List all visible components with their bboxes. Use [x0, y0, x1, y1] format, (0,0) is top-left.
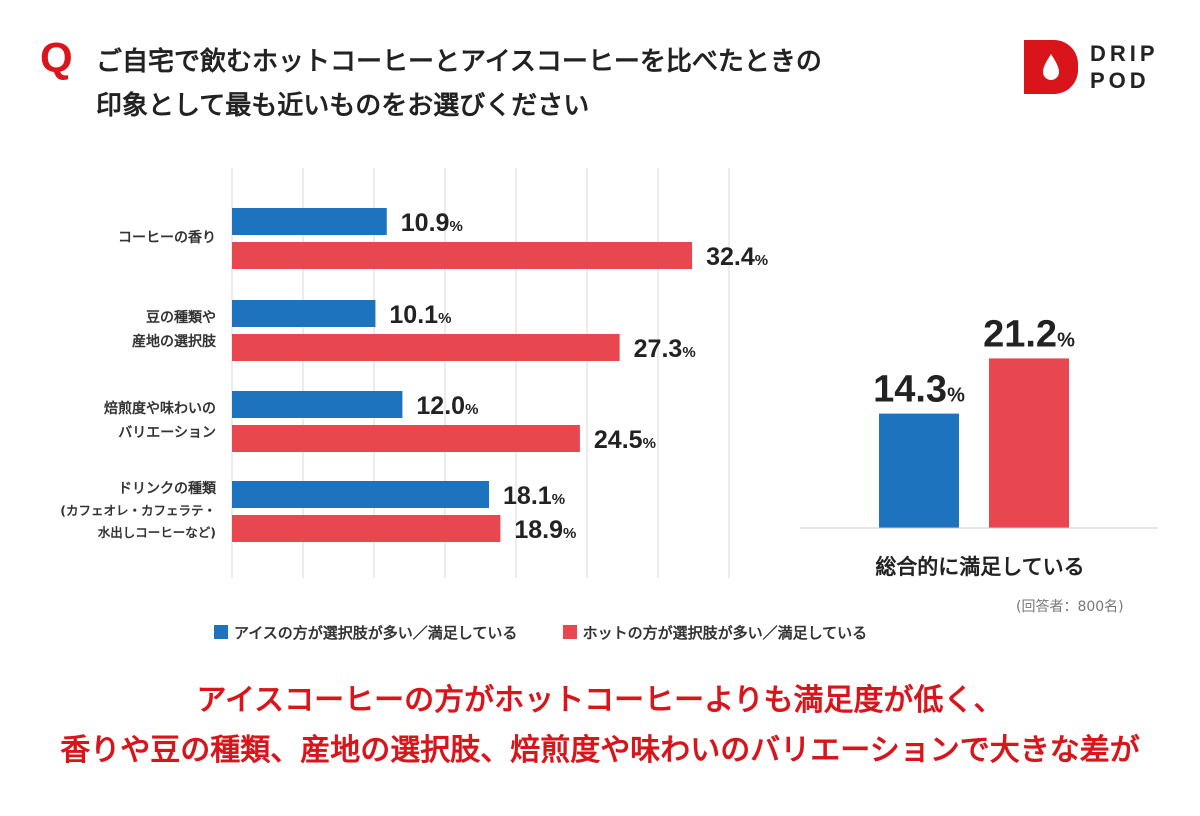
category-label: コーヒーの香り: [118, 229, 216, 246]
bar-ice: [879, 413, 959, 528]
category-label: (カフェオレ・カフェラテ・: [60, 503, 216, 518]
logo-text: DRIP POD: [1090, 40, 1159, 94]
logo-line-2: POD: [1090, 68, 1150, 93]
category-label: 総合的に満足している: [875, 555, 1084, 579]
value-label: 24.5%: [594, 426, 656, 454]
bar-hot: [232, 425, 580, 452]
legend-item-hot: ホットの方が選択肢が多い／満足している: [562, 622, 868, 643]
value-label: 21.2%: [983, 313, 1075, 355]
legend-item-ice: アイスの方が選択肢が多い／満足している: [214, 622, 517, 643]
legend: アイスの方が選択肢が多い／満足している ホットの方が選択肢が多い／満足している: [214, 622, 907, 643]
bar-hot: [989, 358, 1069, 528]
category-label: 水出しコーヒーなど): [98, 525, 216, 540]
conclusion: アイスコーヒーの方がホットコーヒーよりも満足度が低く、 香りや豆の種類、産地の選…: [0, 676, 1200, 776]
value-label: 14.3%: [873, 369, 965, 411]
logo-line-1: DRIP: [1090, 41, 1159, 66]
bars: [232, 208, 693, 542]
vertical-bar-chart: 14.3% 21.2% 総合的に満足している: [800, 313, 1158, 579]
bar-ice: [232, 208, 387, 235]
bar-hot: [232, 242, 693, 269]
value-label: 10.9%: [401, 209, 463, 237]
value-label: 27.3%: [634, 335, 696, 363]
legend-swatch-ice: [214, 625, 228, 639]
value-label: 18.9%: [514, 516, 576, 544]
legend-swatch-hot: [562, 625, 577, 639]
value-label: 18.1%: [503, 482, 565, 510]
value-label: 12.0%: [416, 392, 478, 420]
value-labels: 10.9% 32.4% 10.1% 27.3% 12.0% 24.5% 18.1% 18.9%: [389, 209, 768, 544]
question-line-1: ご自宅で飲むホットコーヒーとアイスコーヒーを比べたときの: [96, 47, 822, 77]
horizontal-bar-chart: コーヒーの香り豆の種類や産地の選択肢焙煎度や味わいのバリエーションドリンクの種類…: [60, 168, 768, 578]
bar-ice: [232, 481, 490, 508]
value-label: 10.1%: [389, 301, 451, 329]
drip-pod-logo: DRIP POD: [1024, 40, 1174, 94]
gridlines: [231, 168, 730, 578]
bar-ice: [232, 300, 376, 327]
conclusion-line-2: 香りや豆の種類、産地の選択肢、焙煎度や味わいのバリエーションで大きな差が: [60, 733, 1140, 768]
question-title: ご自宅で飲むホットコーヒーとアイスコーヒーを比べたときの 印象として最も近いもの…: [96, 40, 956, 128]
question-mark: Q: [40, 34, 73, 81]
respondent-note: (回答者：800名): [1016, 599, 1124, 615]
bar-hot: [232, 515, 501, 542]
value-labels: 14.3% 21.2%: [873, 313, 1075, 410]
drop-icon: [1024, 40, 1078, 94]
category-label: 焙煎度や味わいの: [104, 400, 216, 417]
category-label: バリエーション: [118, 425, 216, 441]
category-label: 産地の選択肢: [132, 333, 217, 350]
legend-label-ice: アイスの方が選択肢が多い／満足している: [234, 624, 518, 642]
category-label: 豆の種類や: [146, 309, 216, 326]
legend-label-hot: ホットの方が選択肢が多い／満足している: [582, 624, 868, 642]
category-label: ドリンクの種類: [118, 480, 217, 497]
conclusion-line-1: アイスコーヒーの方がホットコーヒーよりも満足度が低く、: [196, 683, 1004, 718]
bar-ice: [232, 391, 403, 418]
bar-hot: [232, 334, 620, 361]
bars: [879, 358, 1069, 528]
category-labels: コーヒーの香り豆の種類や産地の選択肢焙煎度や味わいのバリエーションドリンクの種類…: [60, 229, 217, 540]
value-label: 32.4%: [706, 243, 768, 271]
question-line-2: 印象として最も近いものをお選びください: [96, 91, 590, 121]
